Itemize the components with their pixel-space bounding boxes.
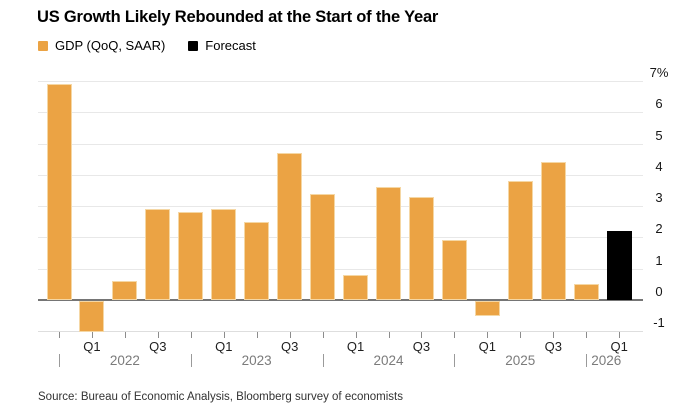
year-divider-2025 (454, 354, 456, 367)
year-label-2022: 2022 (109, 353, 140, 368)
zero-line (38, 298, 643, 301)
gdp-bar-2025-q2 (507, 181, 533, 300)
gdp-bar-2023-q3 (277, 152, 303, 300)
quarter-label-2022-q1: Q1 (83, 339, 101, 354)
plot-area (38, 81, 643, 332)
gridline-6 (38, 112, 643, 114)
quarter-label-2025-q3: Q3 (544, 339, 562, 354)
gdp-bar-2025-q1 (474, 300, 500, 317)
gridline-7 (38, 81, 643, 82)
x-tick-2026-q1 (619, 332, 621, 338)
quarter-label-2022-q3: Q3 (149, 339, 167, 354)
quarter-label-2023-q1: Q1 (215, 339, 233, 354)
gdp-bar-2022-q3 (145, 209, 171, 300)
gdp-bar-2022-q4 (178, 212, 204, 300)
gdp-bar-2024-q4 (441, 240, 467, 300)
gdp-bar-2023-q4 (310, 193, 336, 300)
year-divider-2026 (586, 354, 588, 367)
gdp-bar-2021-q4 (46, 84, 72, 300)
x-tick-2021-q4 (59, 332, 60, 338)
x-tick-2024-q4 (454, 332, 456, 338)
forecast-bar-2026-q1 (606, 231, 632, 300)
x-tick-2024-q2 (388, 332, 390, 338)
quarter-label-2025-q1: Q1 (478, 339, 497, 354)
gridline-2 (38, 237, 643, 239)
x-tick-2022-q3 (157, 332, 159, 338)
x-tick-2025-q3 (553, 332, 555, 338)
x-tick-2025-q1 (487, 332, 489, 338)
year-label-2025: 2025 (505, 353, 536, 368)
y-axis-label-4: 4 (655, 158, 663, 174)
chart-legend: GDP (QoQ, SAAR) Forecast (38, 38, 272, 53)
forecast-series-swatch-icon (188, 40, 199, 51)
year-label-2024: 2024 (373, 353, 404, 368)
year-divider-2023 (190, 354, 192, 367)
year-label-2026: 2026 (591, 353, 622, 368)
y-axis-label-5: 5 (655, 127, 663, 143)
legend-label-forecast: Forecast (205, 38, 256, 53)
quarter-label-2023-q3: Q3 (280, 339, 299, 354)
x-tick-2022-q4 (190, 332, 192, 338)
gdp-bar-2023-q1 (211, 209, 237, 300)
x-tick-2023-q1 (223, 332, 225, 338)
y-axis-label-3: 3 (655, 190, 663, 205)
y-axis-labels: 7% 6 5 4 3 2 1 0 -1 (643, 65, 675, 341)
x-tick-2022-q1 (91, 332, 93, 338)
gdp-bar-2024-q3 (408, 196, 434, 300)
gridline-4 (38, 174, 643, 176)
y-axis-label-1: 1 (655, 252, 663, 268)
x-tick-2022-q2 (124, 332, 126, 338)
gdp-bar-2022-q1 (79, 300, 105, 332)
gdp-bar-2024-q1 (343, 274, 369, 300)
gridline-3 (38, 206, 643, 207)
legend-item-forecast: Forecast (188, 38, 256, 53)
gdp-bar-2023-q2 (244, 221, 270, 300)
y-axis-label-6: 6 (655, 96, 663, 112)
year-divider-2022 (59, 354, 60, 367)
gridline-1 (38, 268, 643, 270)
y-axis-label-2: 2 (655, 221, 663, 237)
chart-title: US Growth Likely Rebounded at the Start … (37, 8, 439, 26)
year-label-2023: 2023 (241, 353, 272, 368)
x-tick-2025-q4 (586, 332, 588, 338)
legend-label-gdp: GDP (QoQ, SAAR) (55, 38, 166, 53)
gdp-series-swatch-icon (38, 40, 48, 51)
year-divider-2024 (322, 354, 324, 367)
source-caption: Source: Bureau of Economic Analysis, Blo… (38, 391, 403, 403)
gdp-bar-2024-q2 (376, 187, 401, 300)
x-tick-2023-q3 (289, 332, 291, 338)
x-tick-2024-q3 (421, 332, 423, 338)
gridline-5 (38, 143, 643, 145)
y-axis-label-7: 7% (649, 65, 669, 80)
x-tick-2023-q2 (256, 332, 258, 338)
quarter-label-2026-q1: Q1 (610, 339, 628, 354)
quarter-label-2024-q1: Q1 (346, 339, 365, 354)
legend-item-gdp: GDP (QoQ, SAAR) (38, 38, 165, 53)
gridline--1 (38, 331, 643, 332)
gdp-bar-2022-q2 (112, 281, 138, 300)
gdp-bar-2025-q3 (540, 162, 566, 300)
x-tick-2025-q2 (520, 332, 522, 338)
gdp-bar-2025-q4 (573, 284, 599, 300)
y-axis-label-0: 0 (655, 283, 663, 299)
y-axis-label--1: -1 (653, 315, 665, 330)
x-tick-2024-q1 (355, 332, 357, 338)
x-tick-2023-q4 (322, 332, 324, 338)
quarter-label-2024-q3: Q3 (412, 339, 431, 354)
